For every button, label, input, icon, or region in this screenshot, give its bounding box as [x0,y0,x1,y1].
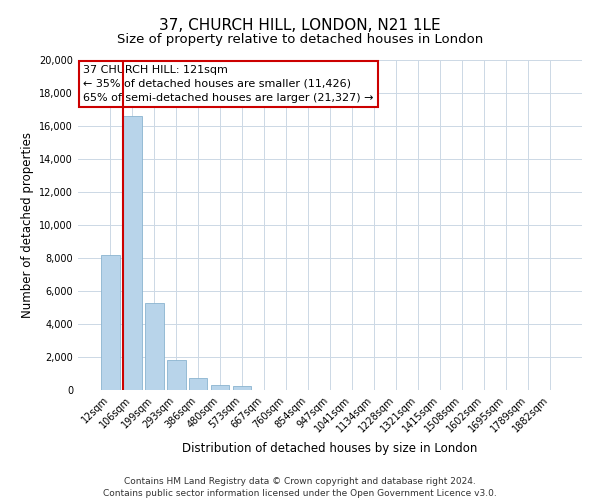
Text: 37, CHURCH HILL, LONDON, N21 1LE: 37, CHURCH HILL, LONDON, N21 1LE [159,18,441,32]
Text: Size of property relative to detached houses in London: Size of property relative to detached ho… [117,32,483,46]
X-axis label: Distribution of detached houses by size in London: Distribution of detached houses by size … [182,442,478,456]
Bar [123,116,142,390]
Bar [189,378,208,390]
Bar [101,254,119,390]
Y-axis label: Number of detached properties: Number of detached properties [21,132,34,318]
Bar [233,386,251,390]
Bar [211,385,229,390]
Bar [145,302,164,390]
Text: 37 CHURCH HILL: 121sqm
← 35% of detached houses are smaller (11,426)
65% of semi: 37 CHURCH HILL: 121sqm ← 35% of detached… [83,65,374,103]
Bar [167,360,185,390]
Text: Contains HM Land Registry data © Crown copyright and database right 2024.
Contai: Contains HM Land Registry data © Crown c… [103,476,497,498]
